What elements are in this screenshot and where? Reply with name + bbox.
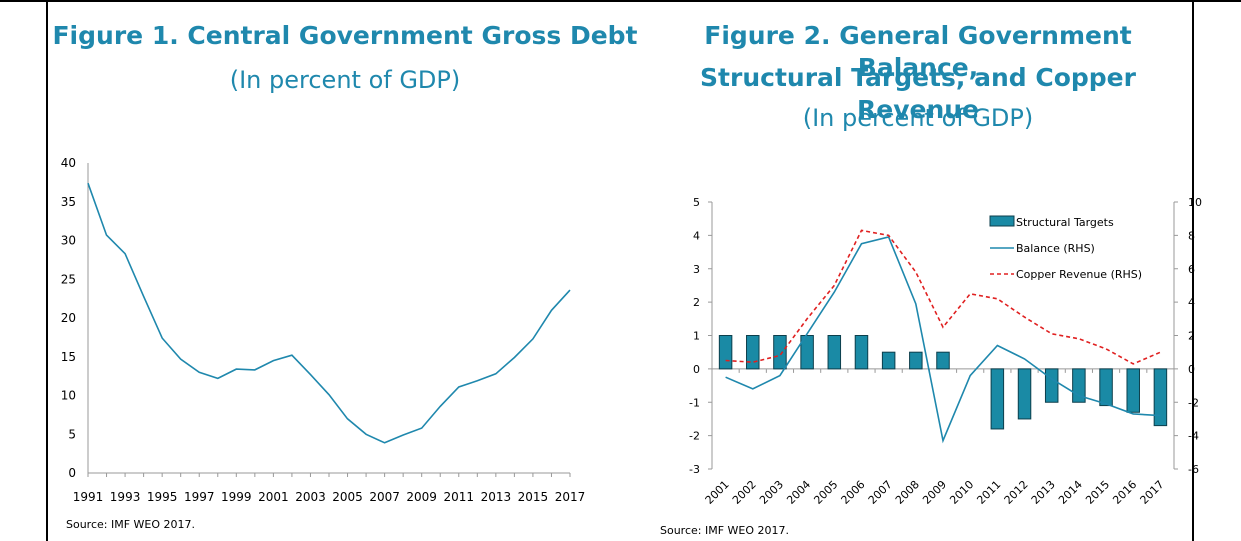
structural-target-bar [909, 351, 923, 370]
right-tick-label: -4 [1188, 430, 1199, 443]
y-tick-label: 10 [61, 389, 76, 403]
x-tick-label: 1995 [147, 490, 178, 504]
y-tick-label: 15 [61, 350, 76, 364]
left-tick-label: -1 [689, 396, 700, 409]
category-label: 2016 [1110, 478, 1139, 507]
x-tick-label: 2007 [369, 490, 400, 504]
category-label: 2005 [811, 478, 840, 507]
structural-target-bar [854, 335, 869, 370]
x-tick-label: 1999 [221, 490, 252, 504]
figure1-title: Figure 1. Central Government Gross Debt [52, 21, 638, 50]
left-tick-label: 4 [693, 229, 700, 242]
left-tick-label: 5 [693, 196, 700, 209]
x-tick-label: 2003 [295, 490, 326, 504]
category-label: 2006 [839, 478, 868, 507]
y-tick-label: 40 [61, 156, 76, 170]
category-label: 2008 [893, 478, 922, 507]
left-tick-label: 0 [693, 363, 700, 376]
figure2-panel: Figure 2. General Government Balance, St… [644, 0, 1202, 541]
left-tick-label: 3 [693, 263, 700, 276]
category-label: 2007 [866, 478, 895, 507]
structural-target-bar [1017, 368, 1032, 420]
right-tick-label: 6 [1188, 263, 1195, 276]
category-label: 2014 [1056, 478, 1085, 507]
figure1-subtitle: (In percent of GDP) [229, 66, 461, 94]
frame-right-border [1192, 0, 1194, 541]
category-label: 2009 [920, 478, 949, 507]
left-tick-label: -3 [689, 463, 700, 476]
debt-series-line [87, 182, 571, 444]
right-tick-label: -6 [1188, 463, 1199, 476]
category-label: 2015 [1083, 478, 1112, 507]
x-tick-label: 2011 [443, 490, 474, 504]
category-label: 2003 [757, 478, 786, 507]
y-tick-label: 20 [61, 311, 76, 325]
y-tick-label: 35 [61, 195, 76, 209]
structural-target-bar [1153, 368, 1168, 427]
figure2-source: Source: IMF WEO 2017. [660, 524, 790, 537]
structural-target-bar [1099, 368, 1113, 407]
x-tick-label: 2013 [481, 490, 512, 504]
y-tick-label: 5 [68, 427, 76, 441]
category-label: 2002 [730, 478, 759, 507]
right-tick-label: -2 [1188, 396, 1199, 409]
right-tick-label: 2 [1188, 330, 1195, 343]
figure2-chart: -3-2-1012345-6-4-20246810200120022003200… [689, 196, 1202, 507]
right-tick-label: 4 [1188, 296, 1195, 309]
figure2-title-line2: Structural Targets, and Copper Revenue [700, 63, 1136, 124]
figure2-title-line1: Figure 2. General Government Balance, [704, 21, 1132, 82]
structural-target-bar [1044, 368, 1059, 403]
copper-revenue-series-line [725, 229, 1161, 365]
category-label: 2017 [1138, 478, 1167, 507]
x-tick-label: 1997 [184, 490, 215, 504]
structural-target-bar [936, 351, 950, 370]
legend-label-balance: Balance (RHS) [1016, 242, 1095, 255]
structural-target-bar [746, 335, 760, 370]
category-label: 2013 [1029, 478, 1058, 507]
right-tick-label: 0 [1188, 363, 1195, 376]
structural-target-bar [990, 368, 1005, 430]
legend-swatch-structural-targets [989, 215, 1015, 227]
x-tick-label: 2001 [258, 490, 289, 504]
right-tick-label: 10 [1188, 196, 1202, 209]
legend-label-structural-targets: Structural Targets [1016, 216, 1114, 229]
x-tick-label: 1991 [73, 490, 104, 504]
x-tick-label: 2005 [332, 490, 363, 504]
structural-target-bar [1126, 368, 1140, 413]
left-tick-label: -2 [689, 430, 700, 443]
balance-series-line [725, 236, 1161, 444]
structural-target-bar [881, 351, 896, 370]
category-label: 2001 [703, 478, 732, 507]
figure2-subtitle: (In percent of GDP) [802, 104, 1034, 132]
structural-target-bar [718, 335, 733, 370]
figure1-panel: Figure 1. Central Government Gross Debt … [48, 0, 642, 541]
y-tick-label: 0 [68, 466, 76, 480]
frame-top-border [0, 0, 1241, 2]
legend-label-copper-revenue: Copper Revenue (RHS) [1016, 268, 1142, 281]
category-label: 2012 [1002, 478, 1031, 507]
x-tick-label: 2009 [406, 490, 437, 504]
category-label: 2010 [947, 478, 976, 507]
right-tick-label: 8 [1188, 229, 1195, 242]
structural-target-bar [773, 335, 787, 370]
figure1-source: Source: IMF WEO 2017. [66, 518, 196, 531]
y-tick-label: 30 [61, 234, 76, 248]
x-tick-label: 2017 [555, 490, 586, 504]
structural-target-bar [800, 335, 814, 370]
x-tick-label: 1993 [110, 490, 141, 504]
left-tick-label: 1 [693, 330, 700, 343]
category-label: 2011 [974, 478, 1003, 507]
category-label: 2004 [784, 478, 813, 507]
x-tick-label: 2015 [518, 490, 549, 504]
y-tick-label: 25 [61, 272, 76, 286]
structural-target-bar [827, 335, 842, 370]
left-tick-label: 2 [693, 296, 700, 309]
frame-left-border [46, 0, 48, 541]
figure1-chart: 0 5 10 15 20 25 30 35 40 1991 1993 1995 1997 1999 2001… [61, 156, 586, 504]
